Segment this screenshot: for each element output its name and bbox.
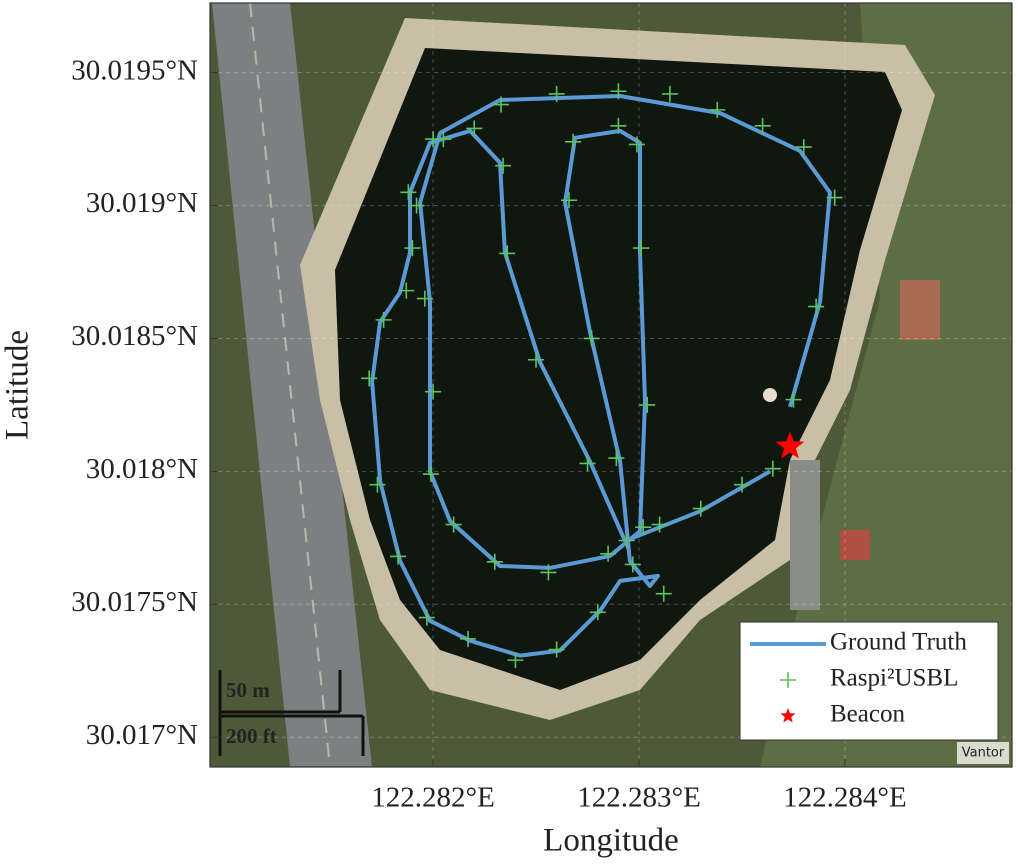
estimate-marker (548, 85, 565, 102)
estimate-marker (635, 519, 652, 536)
y-tick-label: 30.019°N (86, 187, 198, 219)
estimate-marker (589, 604, 606, 621)
legend-label: Ground Truth (830, 629, 967, 656)
estimate-marker (655, 585, 672, 602)
estimate-marker (608, 450, 625, 467)
estimate-marker (785, 391, 802, 408)
y-tick-label: 30.0195°N (71, 54, 198, 86)
plot-frame (209, 2, 1013, 768)
estimate-marker (460, 630, 477, 647)
estimate-marker (639, 396, 656, 413)
x-tick-label: 122.284°E (783, 782, 907, 814)
estimate-marker (733, 476, 750, 493)
estimate-marker (808, 298, 825, 315)
scale-label: 200 ft (226, 724, 277, 748)
estimate-marker (560, 192, 577, 209)
estimate-marker (404, 240, 421, 257)
legend-swatch (780, 672, 796, 688)
x-tick-label: 122.283°E (577, 782, 701, 814)
estimate-marker (400, 184, 417, 201)
estimate-marker (633, 240, 650, 257)
estimate-marker (565, 133, 582, 150)
estimate-marker (548, 641, 565, 658)
estimate-marker (579, 455, 596, 472)
estimate-marker (361, 370, 378, 387)
data (361, 83, 843, 669)
estimate-marker (493, 96, 510, 113)
y-tick-label: 30.0175°N (71, 586, 198, 618)
y-axis-title: Latitude (0, 330, 36, 440)
estimate-marker (764, 460, 781, 477)
estimate-marker (425, 131, 442, 148)
y-tick-label: 30.017°N (86, 719, 198, 751)
estimate-marker (528, 351, 545, 368)
estimate-marker (754, 117, 771, 134)
legend-label: Raspi²USBL (830, 665, 958, 692)
beacon-marker (775, 431, 805, 459)
estimate-marker (600, 545, 617, 562)
estimate-marker (610, 117, 627, 134)
estimate-marker (540, 564, 557, 581)
estimate-marker (422, 466, 439, 483)
grid (210, 3, 1012, 767)
estimate-marker (795, 139, 812, 156)
estimate-marker (418, 609, 435, 626)
estimate-marker (425, 383, 442, 400)
estimate-marker (416, 290, 433, 307)
estimate-marker (618, 532, 635, 549)
estimate-marker (826, 189, 843, 206)
ground-truth-line (370, 94, 832, 658)
estimate-marker (507, 652, 524, 669)
legend-box (739, 621, 999, 741)
attribution: Vantor (962, 746, 1005, 761)
legend-label: Beacon (830, 701, 905, 728)
attribution-box (957, 742, 1009, 764)
y-tick-label: 30.018°N (86, 453, 198, 485)
legend-swatch (780, 708, 796, 723)
estimate-marker (375, 311, 392, 328)
estimate-marker (398, 282, 415, 299)
estimate-marker (499, 245, 516, 262)
estimate-marker (466, 120, 483, 137)
legend: Ground Truth Raspi²USBL Beacon (739, 621, 999, 741)
scale-label: 50 m (226, 678, 270, 702)
estimate-marker (445, 516, 462, 533)
estimate-marker (408, 197, 425, 214)
y-tick-label: 30.0185°N (71, 320, 198, 352)
estimate-marker (610, 83, 627, 100)
estimate-marker (583, 330, 600, 347)
estimate-marker (369, 476, 386, 493)
estimate-marker (692, 500, 709, 517)
x-tick-label: 122.282°E (371, 782, 495, 814)
estimate-marker (624, 556, 641, 573)
estimate-marker (651, 516, 668, 533)
x-axis-title: Longitude (543, 823, 679, 859)
estimate-marker (495, 157, 512, 174)
estimate-marker (390, 548, 407, 565)
estimate-marker (628, 136, 645, 153)
scale-bar (218, 670, 365, 756)
estimate-marker (709, 101, 726, 118)
estimate-marker (661, 85, 678, 102)
estimate-marker (486, 553, 503, 570)
